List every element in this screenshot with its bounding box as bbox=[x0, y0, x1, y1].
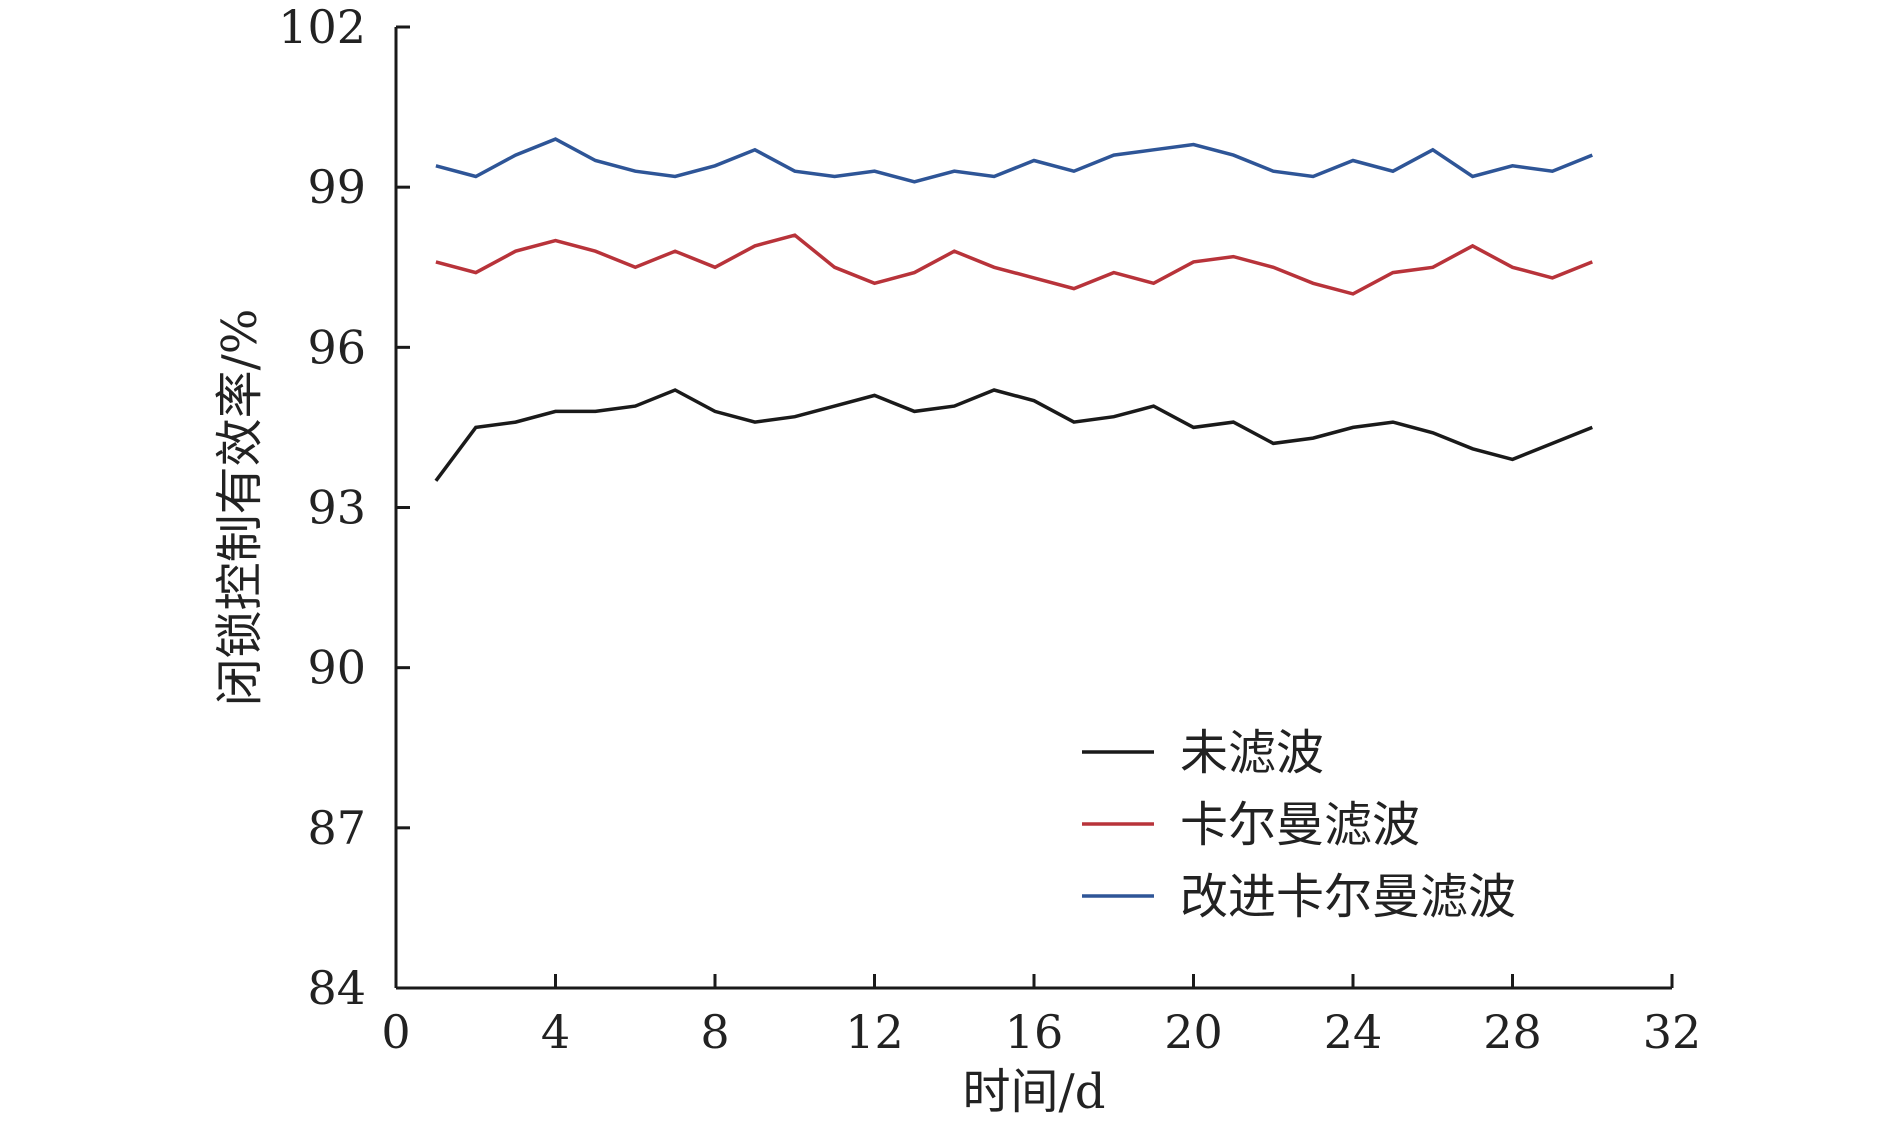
x-tick-label: 12 bbox=[845, 1005, 904, 1059]
series-line-1 bbox=[434, 388, 1593, 482]
x-tick-label: 0 bbox=[381, 1005, 410, 1059]
series-line-2 bbox=[435, 233, 1593, 296]
legend-item: 卡尔曼滤波 bbox=[1082, 797, 1420, 853]
y-axis-label: 闭锁控制有效率/% bbox=[212, 309, 268, 707]
legend-label: 改进卡尔曼滤波 bbox=[1180, 869, 1516, 925]
x-axis-ticks: 0 4 8 12 16 20 24 28 32 bbox=[381, 974, 1701, 1059]
legend-item: 改进卡尔曼滤波 bbox=[1082, 869, 1516, 925]
series-layer bbox=[434, 137, 1593, 482]
legend-label: 未滤波 bbox=[1180, 725, 1324, 781]
y-axis-ticks: 84 87 90 93 96 99 102 bbox=[278, 0, 410, 1015]
y-tick-label: 102 bbox=[278, 0, 366, 54]
x-tick-label: 32 bbox=[1643, 1005, 1702, 1059]
y-tick-label: 96 bbox=[307, 320, 366, 374]
series-line-3 bbox=[435, 137, 1593, 184]
y-tick-label: 99 bbox=[307, 160, 366, 214]
x-tick-label: 4 bbox=[541, 1005, 570, 1059]
x-tick-label: 24 bbox=[1324, 1005, 1383, 1059]
x-tick-label: 8 bbox=[700, 1005, 729, 1059]
legend-label: 卡尔曼滤波 bbox=[1180, 797, 1420, 853]
legend-item: 未滤波 bbox=[1082, 725, 1324, 781]
x-tick-label: 16 bbox=[1005, 1005, 1064, 1059]
x-tick-label: 20 bbox=[1164, 1005, 1223, 1059]
x-tick-label: 28 bbox=[1483, 1005, 1542, 1059]
y-tick-label: 87 bbox=[307, 801, 366, 855]
y-tick-label: 90 bbox=[307, 641, 366, 695]
y-tick-label: 93 bbox=[307, 481, 366, 535]
x-axis-label: 时间/d bbox=[963, 1064, 1106, 1120]
y-tick-label: 84 bbox=[307, 961, 366, 1015]
